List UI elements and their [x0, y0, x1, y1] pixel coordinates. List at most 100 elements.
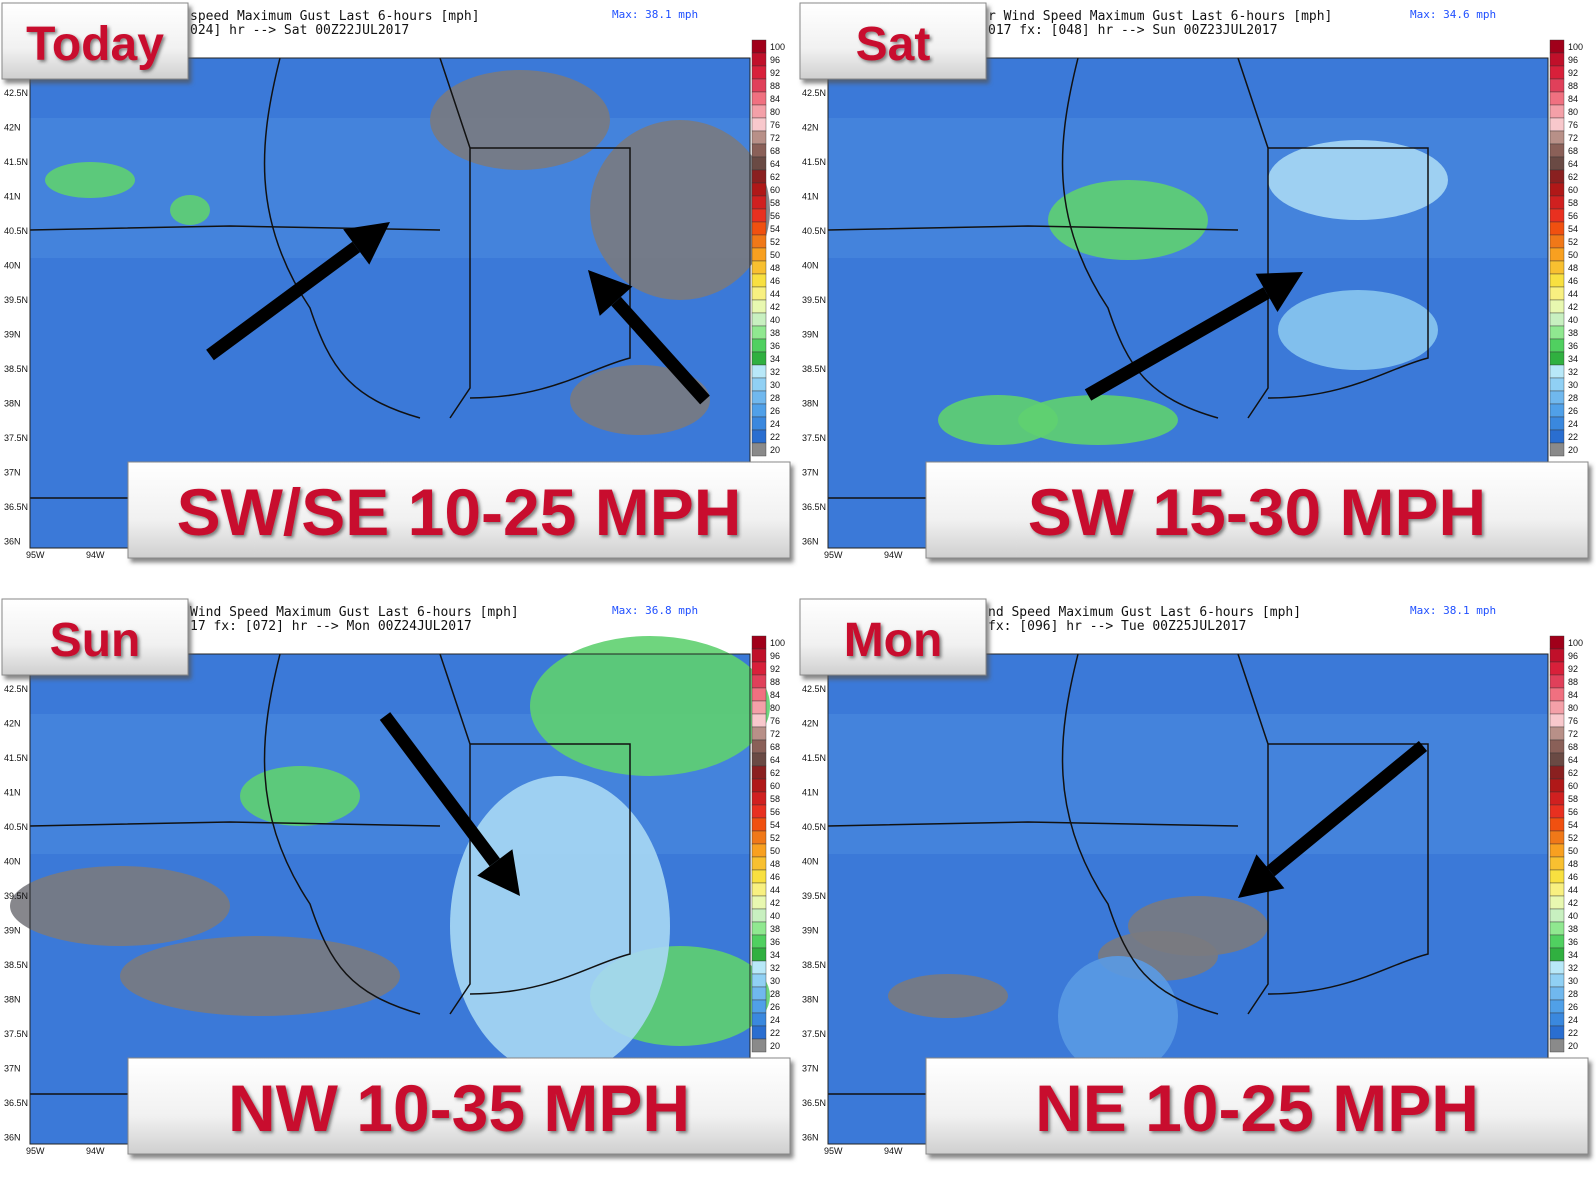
colorbar-cell: [1549, 791, 1565, 806]
colorbar-cell: [751, 260, 767, 275]
latitude-label: 40.5N: [802, 822, 826, 832]
colorbar-label: 36: [770, 341, 780, 351]
colorbar-label: 96: [1568, 55, 1578, 65]
colorbar-cell: [1549, 234, 1565, 249]
state-border: [29, 821, 441, 827]
longitude-label: 95W: [824, 550, 843, 560]
colorbar-label: 96: [770, 651, 780, 661]
longitude-label: 94W: [86, 550, 105, 560]
caption: NW 10-35 MPH: [228, 1071, 690, 1145]
colorbar-cell: [751, 1038, 767, 1053]
colorbar-label: 44: [1568, 289, 1578, 299]
latitude-label: 40N: [802, 261, 819, 271]
latitude-label: 42.5N: [802, 684, 826, 694]
state-border: [1237, 57, 1269, 419]
colorbar-label: 58: [770, 794, 780, 804]
colorbar-label: 80: [1568, 107, 1578, 117]
day-label: Today: [26, 18, 164, 71]
colorbar-cell: [1549, 130, 1565, 145]
colorbar-cell: [751, 182, 767, 197]
colorbar-label: 20: [1568, 445, 1578, 455]
colorbar-label: 62: [770, 768, 780, 778]
day-label: Mon: [844, 614, 943, 667]
header-run: 017 fx: [048] hr --> Sun 00Z23JUL2017: [988, 23, 1278, 38]
latitude-label: 42N: [4, 123, 21, 133]
colorbar-label: 24: [1568, 419, 1578, 429]
latitude-label: 37N: [4, 468, 21, 478]
longitude-label: 95W: [26, 1146, 45, 1156]
colorbar-cell: [1549, 635, 1565, 650]
latitude-label: 41.5N: [4, 753, 28, 763]
colorbar-cell: [751, 791, 767, 806]
colorbar-cell: [1549, 960, 1565, 975]
state-border: [827, 225, 1239, 231]
day-box: [1, 598, 189, 676]
colorbar-label: 42: [1568, 302, 1578, 312]
colorbar-label: 26: [770, 406, 780, 416]
colorbar-cell: [751, 299, 767, 314]
panel: r Wind Speed Maximum Gust Last 6-hours […: [798, 0, 1596, 596]
colorbar-label: 26: [1568, 406, 1578, 416]
state-border: [439, 653, 471, 1015]
latitude-label: 38N: [802, 995, 819, 1005]
latitude-label: 42.5N: [802, 88, 826, 98]
latitude-label: 42N: [802, 719, 819, 729]
colorbar-label: 76: [770, 120, 780, 130]
colorbar-cell: [1549, 169, 1565, 184]
map-blob: [938, 395, 1058, 445]
colorbar-label: 32: [1568, 367, 1578, 377]
header-title: speed Maximum Gust Last 6-hours [mph]: [190, 9, 480, 24]
colorbar-cell: [751, 234, 767, 249]
colorbar-label: 24: [770, 1015, 780, 1025]
map-blob: [570, 365, 710, 435]
colorbar-label: 34: [1568, 950, 1578, 960]
map-blob: [1278, 290, 1438, 370]
state-border: [1061, 57, 1219, 419]
header-run: 024] hr --> Sat 00Z22JUL2017: [190, 23, 409, 38]
colorbar-cell: [751, 195, 767, 210]
colorbar-label: 62: [1568, 768, 1578, 778]
colorbar-cell: [1549, 1038, 1565, 1053]
colorbar-label: 68: [1568, 742, 1578, 752]
state-border: [439, 57, 471, 419]
colorbar-cell: [751, 273, 767, 288]
colorbar-label: 100: [770, 638, 785, 648]
colorbar-label: 26: [770, 1002, 780, 1012]
colorbar-cell: [1549, 143, 1565, 158]
colorbar-label: 76: [1568, 120, 1578, 130]
colorbar-cell: [751, 442, 767, 457]
colorbar-cell: [751, 908, 767, 923]
latitude-label: 36N: [802, 537, 819, 547]
state-border: [263, 57, 421, 419]
colorbar-label: 72: [770, 133, 780, 143]
latitude-label: 41.5N: [802, 157, 826, 167]
colorbar-cell: [751, 843, 767, 858]
colorbar-label: 38: [1568, 328, 1578, 338]
colorbar-cell: [751, 687, 767, 702]
colorbar-label: 68: [1568, 146, 1578, 156]
colorbar-label: 84: [1568, 94, 1578, 104]
colorbar-cell: [751, 390, 767, 405]
colorbar-cell: [751, 999, 767, 1014]
arrow-head: [588, 270, 633, 316]
colorbar-cell: [751, 65, 767, 80]
colorbar-label: 76: [770, 716, 780, 726]
colorbar-label: 64: [1568, 159, 1578, 169]
colorbar-cell: [1549, 1025, 1565, 1040]
day-label: Sat: [856, 18, 931, 71]
latitude-label: 41N: [802, 192, 819, 202]
colorbar-cell: [1549, 429, 1565, 444]
colorbar-label: 64: [1568, 755, 1578, 765]
colorbar-label: 72: [1568, 729, 1578, 739]
caption-box: [925, 461, 1589, 559]
map-blob: [170, 195, 210, 225]
colorbar-cell: [751, 869, 767, 884]
latitude-label: 36N: [4, 1133, 21, 1143]
colorbar-label: 80: [770, 703, 780, 713]
latitude-label: 42N: [4, 719, 21, 729]
latitude-label: 41N: [4, 788, 21, 798]
state-border: [1267, 743, 1429, 995]
latitude-label: 36.5N: [4, 502, 28, 512]
max-value: Max: 38.1 mph: [1410, 604, 1496, 617]
colorbar-label: 40: [770, 315, 780, 325]
